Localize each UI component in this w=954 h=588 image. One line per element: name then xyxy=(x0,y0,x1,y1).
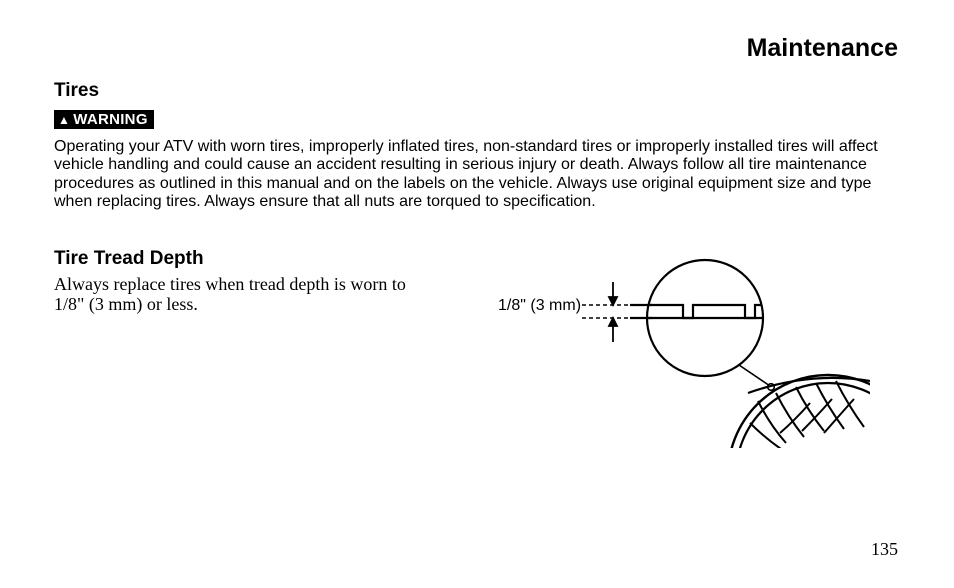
warning-label: WARNING xyxy=(73,111,148,128)
page: Maintenance Tires ▲ WARNING Operating yo… xyxy=(0,0,954,588)
subsection-title: Tire Tread Depth xyxy=(54,248,204,270)
subsection-body-text: Always replace tires when tread depth is… xyxy=(54,275,434,315)
warning-body-text: Operating your ATV with worn tires, impr… xyxy=(54,138,898,212)
chapter-title: Maintenance xyxy=(747,34,898,63)
page-number: 135 xyxy=(871,539,898,560)
warning-triangle-icon: ▲ xyxy=(58,114,70,126)
warning-badge: ▲ WARNING xyxy=(54,110,154,129)
figure-dimension-label: 1/8" (3 mm) xyxy=(498,297,581,315)
tread-depth-diagram xyxy=(580,253,870,448)
section-title: Tires xyxy=(54,80,99,102)
